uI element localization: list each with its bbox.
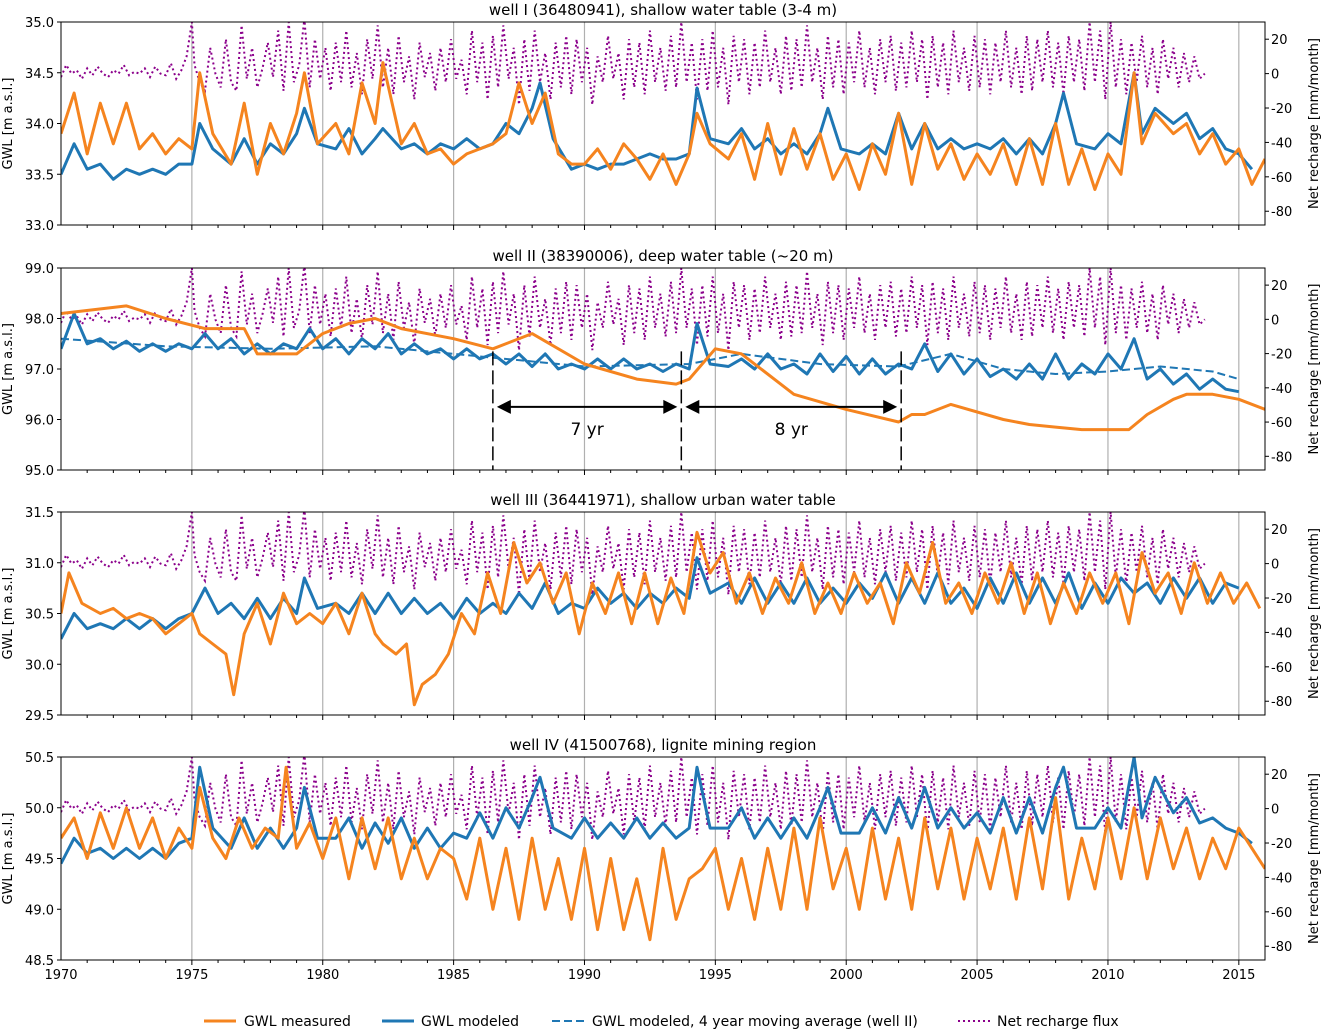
legend-recharge-label: Net recharge flux [997,1014,1119,1030]
plot-frame [60,21,1266,226]
x-tick-label: 1975 [175,968,208,983]
x-tick-label: 1985 [437,968,470,983]
x-tick-label: 1995 [699,968,732,983]
y2-tick-label: -60 [1271,906,1292,921]
y2-tick-label: -80 [1271,695,1292,710]
annotation-label: 8 yr [775,420,808,440]
x-tick-label: 2005 [961,968,994,983]
recharge-line [61,512,1206,595]
y2-tick-label: 0 [1271,803,1279,818]
y2-tick-label: -60 [1271,661,1292,676]
y2-tick-label: -40 [1271,871,1292,886]
y2-tick-label: -80 [1271,205,1292,220]
y-tick-label: 99.0 [25,262,54,277]
x-tick-label: 2010 [1091,968,1124,983]
y2-tick-label: -20 [1271,592,1292,607]
y2-axis-label: Net recharge [mm/month] [1307,284,1322,455]
panel-title: well II (38390006), deep water table (~2… [492,247,833,265]
panel-1: well I (36480941), shallow water table (… [1,1,1322,234]
y-tick-label: 49.0 [25,903,54,918]
y2-axis-label: Net recharge [mm/month] [1307,773,1322,944]
y2-tick-label: -40 [1271,626,1292,641]
y-tick-label: 49.5 [25,853,54,868]
y-tick-label: 96.0 [25,414,54,429]
y-tick-label: 31.5 [25,506,54,521]
y2-tick-label: 20 [1271,523,1288,538]
recharge-line [61,22,1206,105]
recharge-line [61,757,1206,840]
y2-axis-label: Net recharge [mm/month] [1307,528,1322,699]
x-tick-label: 1980 [306,968,339,983]
legend-measured-label: GWL measured [244,1014,351,1030]
y-axis-label: GWL [m a.s.l.] [1,813,16,905]
y-tick-label: 35.0 [25,16,54,31]
panel-2: well II (38390006), deep water table (~2… [1,247,1322,479]
measured-line [61,530,1262,707]
plot-frame [60,267,1266,471]
measured-line [61,765,1265,942]
y2-tick-label: 0 [1271,558,1279,573]
panel-4: well IV (41500768), lignite mining regio… [1,736,1322,983]
y2-tick-label: -60 [1271,416,1292,431]
legend-modeled-label: GWL modeled [421,1014,519,1030]
y2-tick-label: 20 [1271,33,1288,48]
y2-tick-label: -60 [1271,171,1292,186]
y-tick-label: 50.0 [25,802,54,817]
recharge-line [61,268,1206,351]
annotation-arrowhead [663,399,678,414]
legend: GWL measured GWL modeled GWL modeled, 4 … [204,1014,1119,1030]
y2-tick-label: -80 [1271,940,1292,955]
y-tick-label: 34.0 [25,118,54,133]
annotation-label: 7 yr [570,420,603,440]
x-tick-label: 1990 [568,968,601,983]
panel-title: well IV (41500768), lignite mining regio… [510,736,817,754]
measured-line [61,61,1265,191]
measured-line [61,304,1265,432]
panel-title: well I (36480941), shallow water table (… [489,1,837,19]
y-axis-label: GWL [m a.s.l.] [1,78,16,170]
y-tick-label: 30.0 [25,658,54,673]
y2-tick-label: 0 [1271,313,1279,328]
y-tick-label: 50.5 [25,751,54,766]
panel-3: well III (36441971), shallow urban water… [1,491,1322,724]
moving-average-line [61,337,1240,381]
x-tick-label: 1970 [44,968,77,983]
annotation-arrowhead [883,399,898,414]
x-tick-label: 2000 [830,968,863,983]
y-tick-label: 98.0 [25,313,54,328]
y2-tick-label: -40 [1271,382,1292,397]
y-tick-label: 33.5 [25,168,54,183]
modeled-line [61,757,1253,865]
y2-tick-label: -80 [1271,450,1292,465]
y2-tick-label: 20 [1271,768,1288,783]
y2-tick-label: -20 [1271,837,1292,852]
annotation-arrowhead [685,399,700,414]
y2-tick-label: 0 [1271,68,1279,83]
y-tick-label: 33.0 [25,219,54,234]
y2-axis-label: Net recharge [mm/month] [1307,38,1322,209]
y2-tick-label: 20 [1271,279,1288,294]
x-tick-label: 2015 [1222,968,1255,983]
y-axis-label: GWL [m a.s.l.] [1,568,16,660]
y-tick-label: 34.5 [25,67,54,82]
y2-tick-label: -40 [1271,136,1292,151]
legend-moving-average-label: GWL modeled, 4 year moving average (well… [592,1014,918,1030]
y-tick-label: 97.0 [25,363,54,378]
y-tick-label: 29.5 [25,709,54,724]
y-tick-label: 95.0 [25,464,54,479]
y-tick-label: 48.5 [25,954,54,969]
y2-tick-label: -20 [1271,348,1292,363]
y-axis-label: GWL [m a.s.l.] [1,323,16,415]
panels: well I (36480941), shallow water table (… [1,1,1322,983]
panel-title: well III (36441971), shallow urban water… [490,491,835,509]
y-tick-label: 30.5 [25,608,54,623]
y-tick-label: 31.0 [25,557,54,572]
y2-tick-label: -20 [1271,102,1292,117]
annotation-arrowhead [496,399,511,414]
